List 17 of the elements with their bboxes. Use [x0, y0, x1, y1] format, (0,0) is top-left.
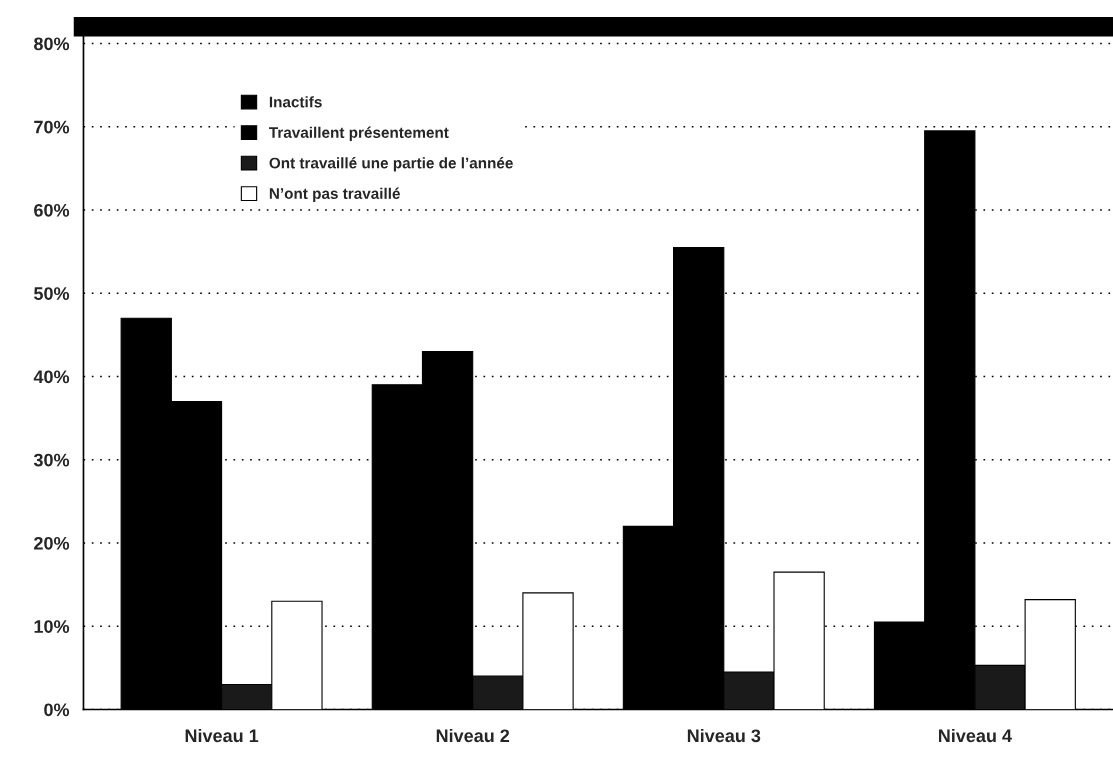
y-tick-label: 40%	[33, 370, 70, 384]
y-tick-label: 50%	[34, 287, 70, 300]
y-tick-label: 20%	[34, 536, 70, 550]
legend-label: N’ont pas travaillé	[269, 187, 400, 202]
y-tick-label: 30%	[33, 453, 70, 467]
x-tick-label: Niveau 2	[436, 728, 510, 743]
x-tick-label: Niveau 1	[185, 728, 259, 743]
y-tick-label: 60%	[34, 203, 70, 217]
y-tick-label: 10%	[34, 620, 70, 633]
x-tick-label: Niveau 4	[938, 728, 1012, 743]
y-tick-label: 80%	[34, 37, 70, 51]
legend-label: Travaillent présentement	[269, 126, 449, 141]
y-tick-label: 70%	[34, 120, 70, 134]
legend-label: Ont travaillé une partie de l’année	[269, 157, 513, 172]
y-tick-label: 0%	[44, 703, 70, 717]
legend-label: Inactifs	[269, 96, 322, 108]
x-tick-label: Niveau 3	[687, 728, 761, 743]
